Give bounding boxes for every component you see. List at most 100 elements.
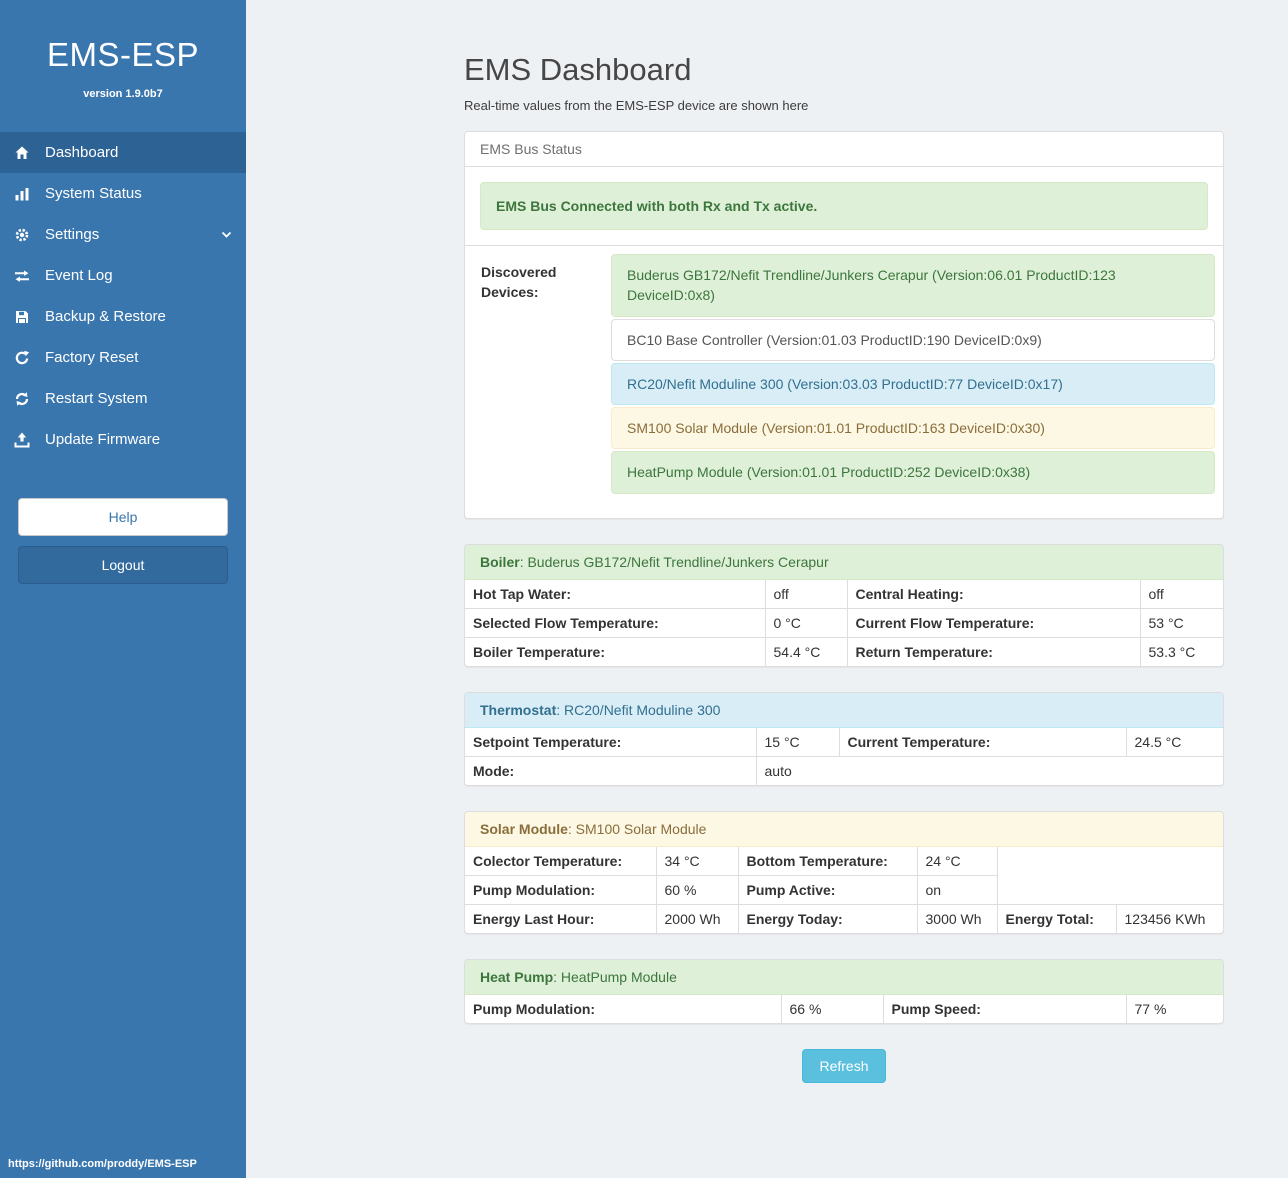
kv-value: 77 % (1125, 994, 1223, 1023)
sidebar-item-factory-reset[interactable]: Factory Reset (0, 337, 246, 378)
sidebar-item-update-firmware[interactable]: Update Firmware (0, 419, 246, 460)
table-row: Selected Flow Temperature: 0 °C Current … (465, 607, 1223, 638)
sidebar-item-system-status[interactable]: System Status (0, 173, 246, 214)
kv-value: 66 % (780, 994, 884, 1023)
kv-label: Bottom Temperature: (737, 846, 918, 876)
kv-label: Return Temperature: (846, 636, 1141, 666)
solar-panel-header: Solar Module: SM100 Solar Module (465, 811, 1223, 847)
refresh-button[interactable]: Refresh (802, 1048, 886, 1083)
kv-value: auto (755, 755, 1223, 785)
device-item: Buderus GB172/Nefit Trendline/Junkers Ce… (611, 254, 1215, 317)
thermostat-device-name: : RC20/Nefit Moduline 300 (556, 701, 721, 718)
kv-label: Current Flow Temperature: (846, 607, 1141, 638)
sidebar-item-event-log[interactable]: Event Log (0, 255, 246, 296)
sidebar-item-label: Restart System (45, 390, 148, 407)
device-item: BC10 Base Controller (Version:01.03 Prod… (611, 318, 1215, 361)
home-icon (14, 145, 37, 161)
kv-label: Setpoint Temperature: (465, 727, 757, 757)
kv-label: Selected Flow Temperature: (465, 607, 766, 638)
kv-value: 15 °C (755, 727, 840, 757)
main-content: EMS Dashboard Real-time values from the … (246, 0, 1288, 1178)
upload-icon (14, 432, 37, 448)
kv-value: 123456 KWh (1115, 903, 1223, 933)
sidebar-item-label: Backup & Restore (45, 308, 166, 325)
page-subtitle: Real-time values from the EMS-ESP device… (464, 98, 809, 113)
kv-value: 53.3 °C (1139, 636, 1223, 666)
kv-label: Hot Tap Water: (465, 579, 766, 609)
refresh-area: Refresh (464, 1048, 1224, 1123)
bus-status-header: EMS Bus Status (465, 132, 1223, 167)
app-title: EMS-ESP (46, 36, 200, 73)
bus-status-panel: EMS Bus Status EMS Bus Connected with bo… (464, 131, 1224, 519)
table-row: Setpoint Temperature: 15 °C Current Temp… (465, 727, 1223, 757)
sidebar-item-label: Update Firmware (45, 431, 161, 448)
kv-value: 60 % (655, 874, 739, 905)
kv-value: off (764, 579, 848, 609)
page-title: EMS Dashboard (464, 52, 692, 87)
table-row: Colector Temperature: 34 °C Bottom Tempe… (465, 846, 1223, 876)
table-row: Pump Modulation: 60 % Pump Active: on (465, 874, 1223, 905)
solar-device-name: : SM100 Solar Module (567, 820, 707, 837)
table-row: Energy Last Hour: 2000 Wh Energy Today: … (465, 903, 1223, 933)
heatpump-label: Heat Pump (480, 968, 554, 985)
kv-label: Energy Total: (996, 903, 1117, 933)
logout-button[interactable]: Logout (18, 546, 228, 584)
table-row: Mode: auto (465, 755, 1223, 785)
bar-chart-icon (14, 186, 37, 202)
kv-label: Current Temperature: (838, 727, 1127, 757)
table-row: Boiler Temperature: 54.4 °C Return Tempe… (465, 636, 1223, 666)
sidebar-item-backup-restore[interactable]: Backup & Restore (0, 296, 246, 337)
thermostat-panel: Thermostat: RC20/Nefit Moduline 300 Setp… (464, 691, 1224, 786)
help-button[interactable]: Help (18, 498, 228, 536)
device-list: Buderus GB172/Nefit Trendline/Junkers Ce… (611, 254, 1215, 496)
device-item: RC20/Nefit Moduline 300 (Version:03.03 P… (611, 362, 1215, 406)
github-link[interactable]: https://github.com/proddy/EMS-ESP (8, 1158, 197, 1170)
sidebar-item-dashboard[interactable]: Dashboard (0, 132, 246, 173)
save-icon (14, 309, 37, 325)
sync-icon (14, 391, 37, 407)
kv-value: 24 °C (916, 846, 998, 876)
gear-icon (14, 227, 37, 243)
device-item: HeatPump Module (Version:01.01 ProductID… (611, 451, 1215, 494)
solar-panel: Solar Module: SM100 Solar Module Colecto… (464, 810, 1224, 934)
heatpump-table: Pump Modulation: 66 % Pump Speed: 77 % (465, 994, 1223, 1023)
sidebar: EMS-ESP version 1.9.0b7 Dashboard System… (0, 0, 246, 1178)
solar-label: Solar Module (480, 820, 568, 837)
heatpump-panel: Heat Pump: HeatPump Module Pump Modulati… (464, 958, 1224, 1024)
bus-status-body: EMS Bus Connected with both Rx and Tx ac… (465, 167, 1223, 245)
kv-empty (996, 846, 1223, 876)
device-item: SM100 Solar Module (Version:01.01 Produc… (611, 407, 1215, 450)
sidebar-item-label: Factory Reset (45, 349, 139, 366)
kv-label: Colector Temperature: (465, 846, 657, 876)
kv-value: off (1139, 579, 1223, 609)
kv-value: 0 °C (764, 607, 848, 638)
brand: EMS-ESP version 1.9.0b7 (0, 0, 246, 100)
boiler-label: Boiler (480, 553, 520, 570)
kv-value: 3000 Wh (916, 903, 998, 933)
kv-label: Boiler Temperature: (465, 636, 766, 666)
kv-value: 24.5 °C (1125, 727, 1223, 757)
sidebar-item-settings[interactable]: Settings (0, 214, 246, 255)
sidebar-item-label: Dashboard (45, 144, 119, 161)
kv-label: Pump Speed: (882, 994, 1127, 1023)
kv-label: Pump Modulation: (465, 874, 657, 905)
exchange-icon (14, 268, 37, 284)
thermostat-table: Setpoint Temperature: 15 °C Current Temp… (465, 727, 1223, 785)
boiler-panel-header: Boiler: Buderus GB172/Nefit Trendline/Ju… (465, 544, 1223, 580)
table-row: Hot Tap Water: off Central Heating: off (465, 579, 1223, 609)
kv-value: 54.4 °C (764, 636, 848, 666)
heatpump-panel-header: Heat Pump: HeatPump Module (465, 959, 1223, 995)
kv-empty (996, 875, 1223, 905)
sidebar-buttons: Help Logout (0, 498, 246, 584)
kv-label: Pump Active: (737, 874, 918, 905)
boiler-device-name: : Buderus GB172/Nefit Trendline/Junkers … (519, 553, 829, 570)
devices-label: Discovered Devices: (481, 264, 557, 301)
app-version: version 1.9.0b7 (83, 88, 163, 100)
kv-label: Central Heating: (846, 579, 1141, 609)
kv-label: Energy Last Hour: (465, 903, 657, 933)
sidebar-item-label: Settings (45, 226, 100, 243)
thermostat-label: Thermostat (480, 701, 557, 718)
sidebar-item-restart-system[interactable]: Restart System (0, 378, 246, 419)
table-row: Pump Modulation: 66 % Pump Speed: 77 % (465, 994, 1223, 1023)
kv-value: on (916, 874, 998, 905)
